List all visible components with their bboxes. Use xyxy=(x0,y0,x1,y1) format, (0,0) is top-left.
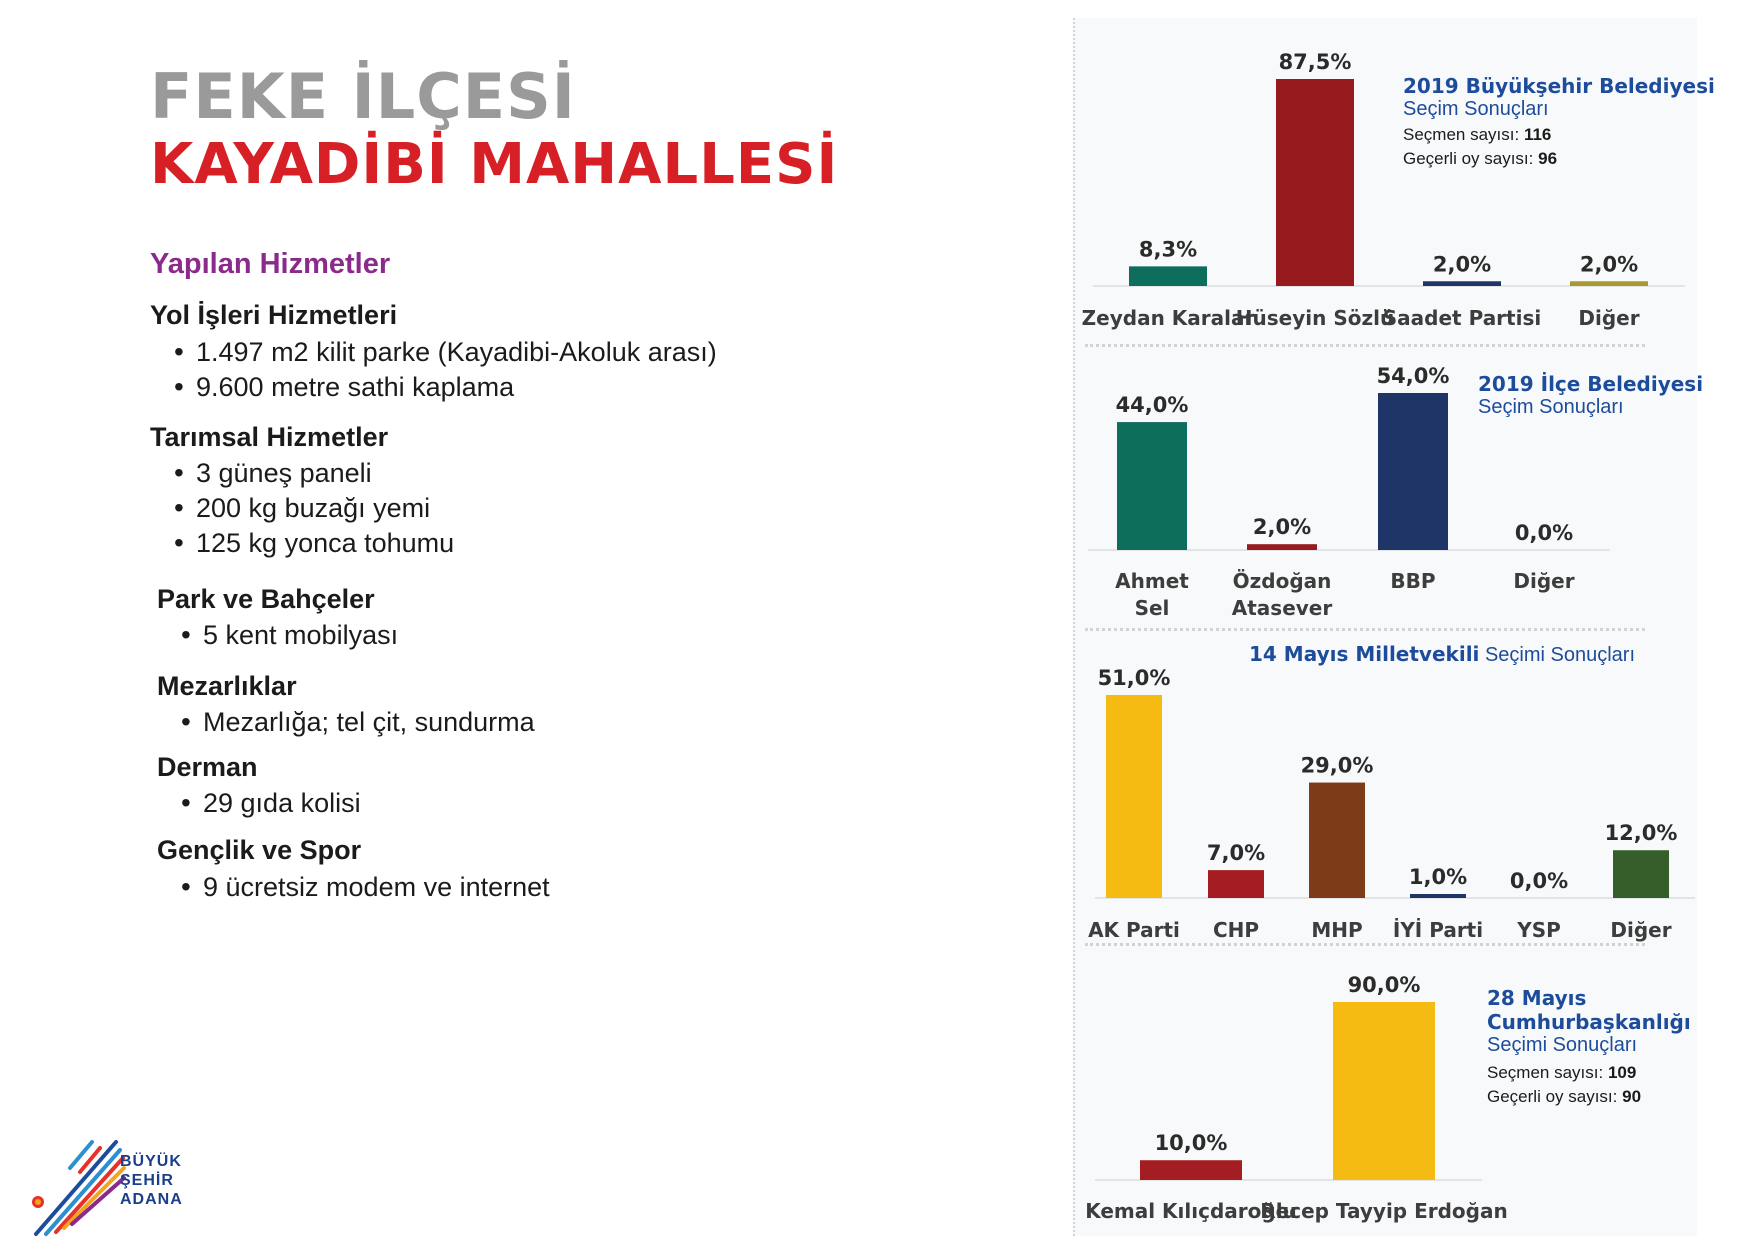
chart2-value-label: 2,0% xyxy=(1253,515,1311,539)
chart3-bar xyxy=(1309,782,1365,898)
chart3-value-label: 1,0% xyxy=(1409,865,1467,889)
valid-vote-count: Geçerli oy sayısı: 90 xyxy=(1487,1087,1642,1106)
chart2-subtitle: Seçim Sonuçları xyxy=(1478,396,1624,418)
category-derman: Derman xyxy=(157,752,258,782)
service-item: 3 güneş paneli xyxy=(174,457,372,489)
chart2-annotation: 2019 İlçe Belediyesi Seçim Sonuçları xyxy=(1478,372,1703,419)
chart3-value-label: 12,0% xyxy=(1605,821,1678,845)
chart3-bar xyxy=(1106,695,1162,898)
chart2-category-label: Diğer xyxy=(1513,569,1574,593)
chart3-category-label: MHP xyxy=(1311,918,1362,942)
category-cemeteries: Mezarlıklar xyxy=(157,671,297,701)
chart2-category-label: Özdoğan Atasever xyxy=(1232,569,1333,620)
chart3-category-label: AK Parti xyxy=(1088,918,1180,942)
chart3-category-label: CHP xyxy=(1213,918,1259,942)
category-road-works: Yol İşleri Hizmetleri xyxy=(150,300,398,330)
chart1-value-label: 2,0% xyxy=(1580,252,1638,276)
chart3-value-label: 0,0% xyxy=(1510,869,1568,893)
services-heading: Yapılan Hizmetler xyxy=(150,248,391,280)
chart3-value-label: 7,0% xyxy=(1207,841,1265,865)
valid-vote-count: Geçerli oy sayısı: 96 xyxy=(1403,149,1558,168)
chart3-bar xyxy=(1208,870,1264,898)
chart2-bar xyxy=(1378,393,1448,550)
voter-count: Seçmen sayısı: 109 xyxy=(1487,1063,1637,1082)
chart1-category-label: Diğer xyxy=(1578,306,1639,330)
service-item: 29 gıda kolisi xyxy=(181,787,361,819)
chart3-value-label: 51,0% xyxy=(1098,666,1171,690)
category-agriculture: Tarımsal Hizmetler xyxy=(150,422,389,452)
service-item: 9.600 metre sathi kaplama xyxy=(174,371,514,403)
chart3-bar xyxy=(1410,894,1466,898)
chart4-bar xyxy=(1140,1160,1242,1180)
chart4-value-label: 90,0% xyxy=(1348,973,1421,997)
chart3-title: 14 Mayıs Milletvekili xyxy=(1249,642,1480,666)
logo-line: BÜYÜK xyxy=(120,1153,182,1170)
chart4-category-label: Kemal Kılıçdaroğlu xyxy=(1085,1199,1297,1223)
neighborhood-title: KAYADİBİ MAHALLESİ xyxy=(150,132,839,197)
chart4-subtitle: Seçimi Sonuçları xyxy=(1487,1034,1638,1056)
chart3-category-label: İYİ Parti xyxy=(1393,918,1483,942)
voter-count: Seçmen sayısı: 116 xyxy=(1403,125,1552,144)
district-title: FEKE İLÇESİ xyxy=(150,60,576,133)
chart2-value-label: 54,0% xyxy=(1377,364,1450,388)
category-parks: Park ve Bahçeler xyxy=(157,584,375,614)
logo-line: ŞEHİR xyxy=(120,1172,174,1189)
chart4-title-line2: Cumhurbaşkanlığı xyxy=(1487,1010,1691,1034)
chart1-title: 2019 Büyükşehir Belediyesi xyxy=(1403,74,1715,98)
chart2-category-label: Ahmet Sel xyxy=(1115,569,1189,620)
chart2-bar xyxy=(1247,544,1317,550)
chart1-value-label: 8,3% xyxy=(1139,237,1197,261)
chart4-annotation: 28 Mayıs Cumhurbaşkanlığı Seçimi Sonuçla… xyxy=(1487,986,1691,1107)
chart4-bar xyxy=(1333,1002,1435,1180)
chart1-subtitle: Seçim Sonuçları xyxy=(1403,98,1549,120)
service-item: 5 kent mobilyası xyxy=(181,619,398,651)
divider xyxy=(1085,344,1645,347)
chart4-value-label: 10,0% xyxy=(1155,1131,1228,1155)
chart1-annotation: 2019 Büyükşehir Belediyesi Seçim Sonuçla… xyxy=(1403,74,1715,169)
chart3-annotation: 14 Mayıs Milletvekili Seçimi Sonuçları xyxy=(1249,642,1635,667)
chart2-value-label: 0,0% xyxy=(1515,521,1573,545)
service-item: Mezarlığa; tel çit, sundurma xyxy=(181,706,535,738)
chart1-bar xyxy=(1276,79,1354,286)
service-item: 9 ücretsiz modem ve internet xyxy=(181,871,550,903)
chart3-category-label: Diğer xyxy=(1610,918,1671,942)
chart3-value-label: 29,0% xyxy=(1301,754,1374,778)
service-item: 200 kg buzağı yemi xyxy=(174,492,430,524)
chart1-value-label: 2,0% xyxy=(1433,252,1491,276)
chart4-title-line1: 28 Mayıs xyxy=(1487,986,1587,1010)
chart1-category-label: Hüseyin Sözlü xyxy=(1236,306,1394,330)
chart3-category-label: YSP xyxy=(1516,918,1561,942)
chart1-category-label: Saadet Partisi xyxy=(1383,306,1541,330)
service-item: 125 kg yonca tohumu xyxy=(174,527,454,559)
chart4-category-label: Recep Tayyip Erdoğan xyxy=(1260,1199,1507,1223)
chart3-subtitle: Seçimi Sonuçları xyxy=(1479,644,1636,666)
service-item: 1.497 m2 kilit parke (Kayadibi-Akoluk ar… xyxy=(174,336,717,368)
chart2-value-label: 44,0% xyxy=(1116,393,1189,417)
divider xyxy=(1085,628,1645,631)
chart2-bar xyxy=(1117,422,1187,550)
chart1-bar xyxy=(1570,281,1648,286)
chart3-bar xyxy=(1613,850,1669,898)
category-youth-sports: Gençlik ve Spor xyxy=(157,835,362,865)
adana-logo-text: BÜYÜK ŞEHİR ADANA xyxy=(120,1152,183,1209)
chart2-category-label: BBP xyxy=(1390,569,1435,593)
chart1-bar xyxy=(1423,281,1501,286)
chart1-value-label: 87,5% xyxy=(1279,50,1352,74)
divider xyxy=(1085,943,1645,946)
chart1-bar xyxy=(1129,266,1207,286)
adana-logo-mark xyxy=(32,1140,126,1236)
chart1-category-label: Zeydan Karalar xyxy=(1082,306,1255,330)
logo-line: ADANA xyxy=(120,1191,183,1208)
chart2-title: 2019 İlçe Belediyesi xyxy=(1478,372,1704,396)
